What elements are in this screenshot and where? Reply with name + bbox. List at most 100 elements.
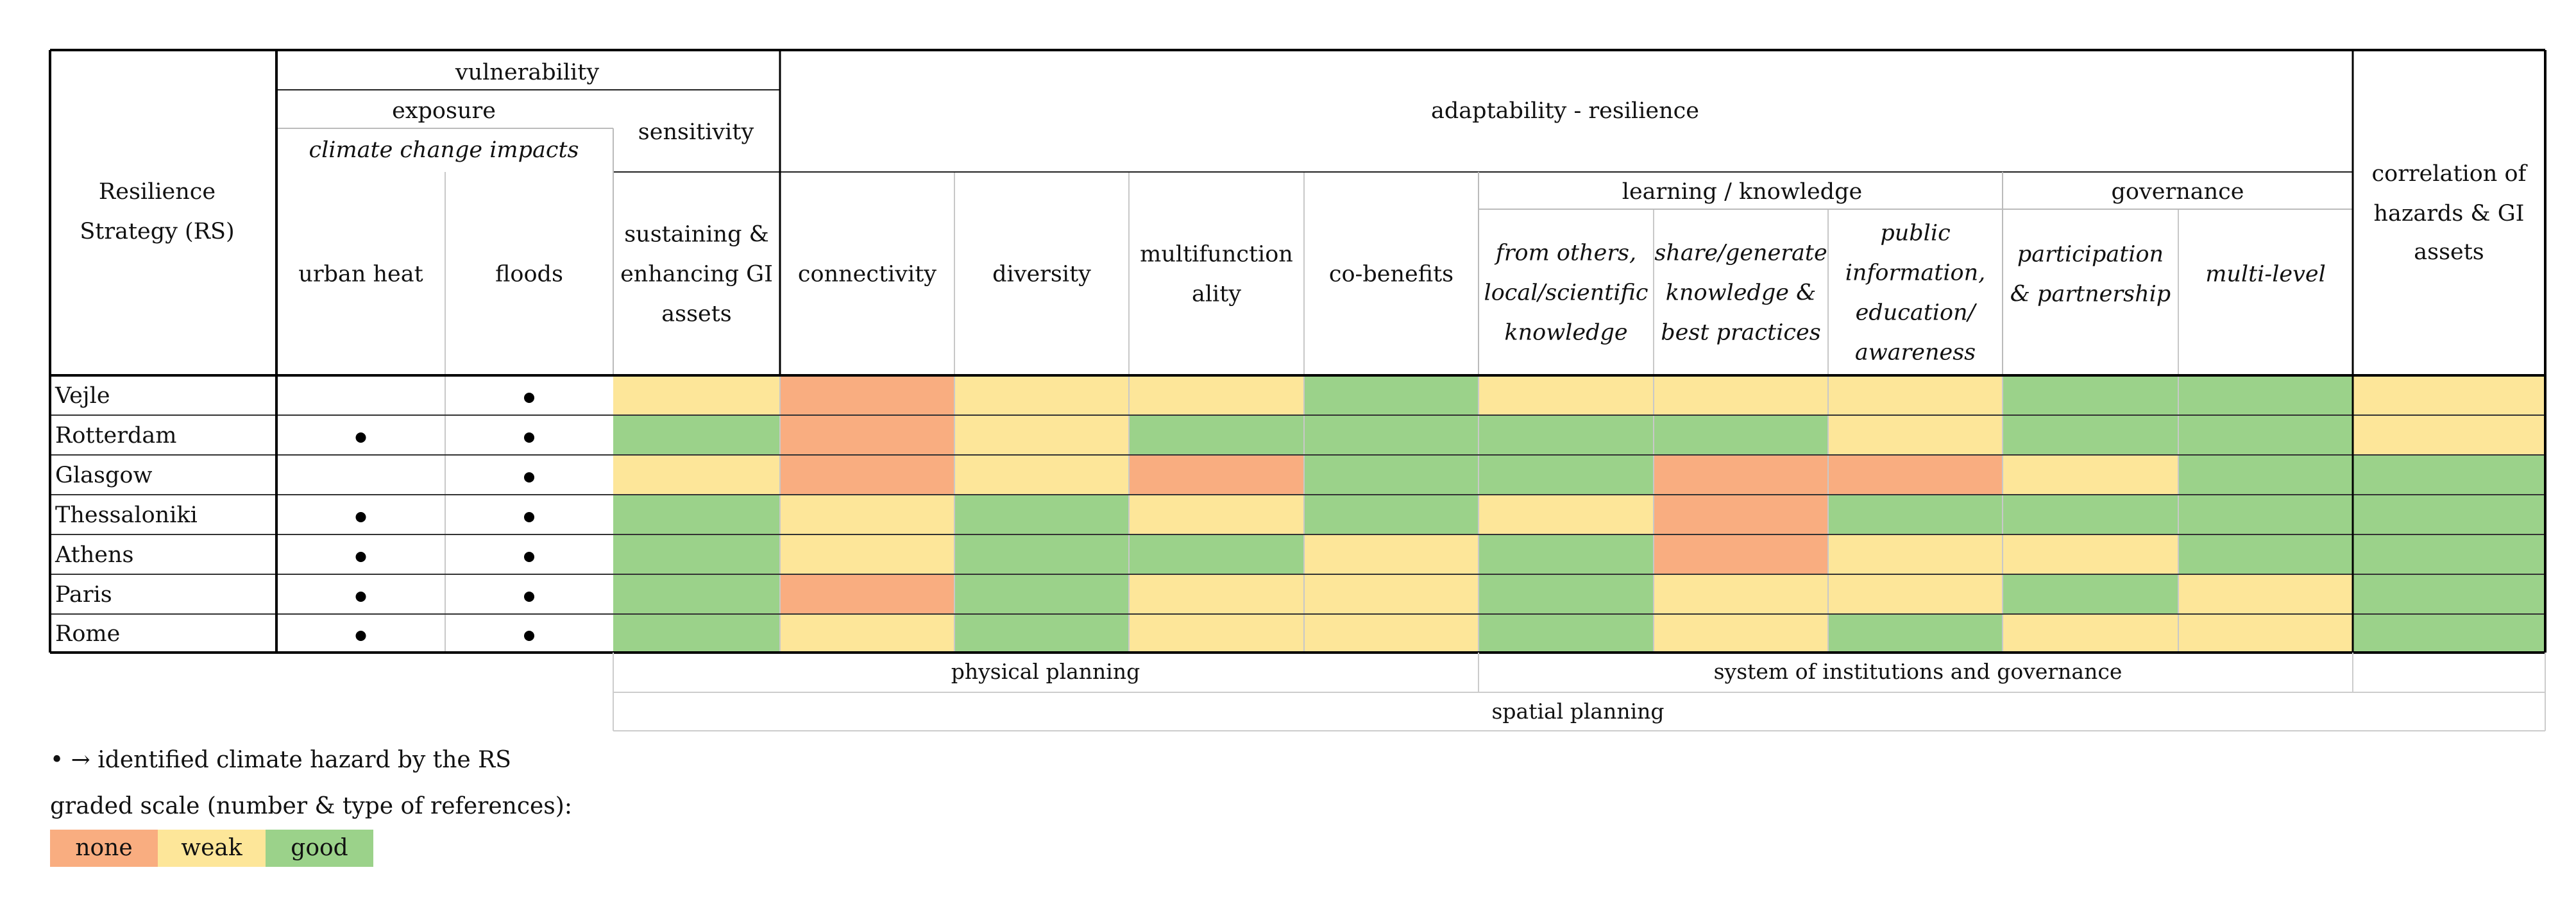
adaptability-header: adaptability - resilience xyxy=(1431,98,1699,124)
grade-cell-rotterdam-1 xyxy=(780,415,954,455)
grade-cell-rome-8 xyxy=(2003,614,2178,653)
grade-cell-paris-6 xyxy=(1654,574,1828,614)
grade-cell-vejle-8 xyxy=(2003,375,2178,415)
col-header-floods-line-0: floods xyxy=(495,262,563,287)
grade-cell-rotterdam-6 xyxy=(1654,415,1828,455)
grade-cell-paris-9 xyxy=(2178,574,2353,614)
col-header-public_info-line-3: awareness xyxy=(1855,340,1976,366)
col-header-participation-line-1: & partnership xyxy=(2010,282,2171,307)
col-header-from_others-line-1: local/scientific xyxy=(1484,280,1648,306)
exposure-header: exposure xyxy=(392,98,496,124)
learning-knowledge-header: learning / knowledge xyxy=(1622,179,1862,205)
grade-cell-rotterdam-3 xyxy=(1129,415,1304,455)
grade-cell-athens-0 xyxy=(613,534,780,574)
climate-change-impacts-header: climate change impacts xyxy=(309,137,579,163)
row-label-glasgow: Glasgow xyxy=(55,463,152,488)
swatch-weak: weak xyxy=(158,830,266,867)
row-header-line-2: Strategy (RS) xyxy=(80,219,234,244)
grade-cell-thessaloniki-6 xyxy=(1654,495,1828,534)
col-header-sustaining-line-0: sustaining & xyxy=(624,222,769,248)
col-header-multifunctionality-line-0: multifunction xyxy=(1140,242,1293,268)
hazard-dot-urban-heat-rome xyxy=(355,631,366,641)
grade-cell-glasgow-6 xyxy=(1654,455,1828,495)
grade-cell-thessaloniki-7 xyxy=(1828,495,2003,534)
grade-cell-vejle-1 xyxy=(780,375,954,415)
sensitivity-header: sensitivity xyxy=(638,119,754,145)
grade-cell-rome-3 xyxy=(1129,614,1304,653)
grade-cell-glasgow-7 xyxy=(1828,455,2003,495)
col-header-sustaining-line-1: enhancing GI xyxy=(620,262,773,287)
grade-cell-rotterdam-10 xyxy=(2353,415,2545,455)
grade-cell-thessaloniki-5 xyxy=(1479,495,1654,534)
vulnerability-header: vulnerability xyxy=(455,60,599,85)
grade-cell-rotterdam-0 xyxy=(613,415,780,455)
grade-cell-athens-9 xyxy=(2178,534,2353,574)
col-header-public_info-line-1: information, xyxy=(1845,261,1986,286)
hazard-dot-floods-athens xyxy=(524,552,534,562)
row-label-rotterdam: Rotterdam xyxy=(55,423,176,448)
grade-cell-rome-7 xyxy=(1828,614,2003,653)
legend: • → identified climate hazard by the RS … xyxy=(50,741,572,867)
grade-cell-paris-10 xyxy=(2353,574,2545,614)
grade-cell-rome-2 xyxy=(954,614,1129,653)
grade-cell-glasgow-10 xyxy=(2353,455,2545,495)
col-header-sustaining-line-2: assets xyxy=(661,302,732,327)
grade-cell-rome-5 xyxy=(1479,614,1654,653)
grade-cell-athens-3 xyxy=(1129,534,1304,574)
grade-cell-rome-1 xyxy=(780,614,954,653)
hazard-dot-floods-thessaloniki xyxy=(524,512,534,522)
grade-cell-rotterdam-4 xyxy=(1304,415,1479,455)
grade-cell-paris-8 xyxy=(2003,574,2178,614)
grade-cell-glasgow-3 xyxy=(1129,455,1304,495)
hazard-note: • → identified climate hazard by the RS xyxy=(50,747,511,773)
col-header-from_others-line-0: from others, xyxy=(1494,241,1636,266)
scale-swatches: none weak good xyxy=(50,830,572,867)
col-header-diversity-line-0: diversity xyxy=(992,262,1091,287)
grade-cell-rome-6 xyxy=(1654,614,1828,653)
grade-cells xyxy=(613,375,2545,653)
grade-cell-rome-0 xyxy=(613,614,780,653)
col-header-multifunctionality-line-1: ality xyxy=(1192,282,1241,307)
column-and-row-text: urban heat floods sustaining & enhancing GI… xyxy=(55,221,2326,647)
governance-header: governance xyxy=(2112,179,2244,205)
grade-cell-thessaloniki-2 xyxy=(954,495,1129,534)
grade-cell-paris-5 xyxy=(1479,574,1654,614)
hazard-dot-urban-heat-rotterdam xyxy=(355,432,366,443)
col-header-multi_level-line-0: multi-level xyxy=(2205,262,2326,287)
band-physical-planning: physical planning xyxy=(951,659,1140,684)
hazard-dot-urban-heat-thessaloniki xyxy=(355,512,366,522)
grade-cell-vejle-3 xyxy=(1129,375,1304,415)
grade-cell-athens-1 xyxy=(780,534,954,574)
band-institutions-governance: system of institutions and governance xyxy=(1714,659,2123,684)
grade-cell-paris-2 xyxy=(954,574,1129,614)
hazard-dot-floods-rome xyxy=(524,631,534,641)
col-header-share_generate-line-2: best practices xyxy=(1661,320,1820,346)
swatch-none: none xyxy=(50,830,158,867)
grade-cell-athens-7 xyxy=(1828,534,2003,574)
grade-cell-vejle-2 xyxy=(954,375,1129,415)
grade-cell-glasgow-9 xyxy=(2178,455,2353,495)
grade-cell-athens-6 xyxy=(1654,534,1828,574)
grade-cell-glasgow-2 xyxy=(954,455,1129,495)
hazard-dot-floods-glasgow xyxy=(524,472,534,483)
grade-cell-paris-1 xyxy=(780,574,954,614)
col-header-co_benefits-line-0: co-benefits xyxy=(1329,262,1453,287)
grade-cell-glasgow-4 xyxy=(1304,455,1479,495)
grade-cell-paris-0 xyxy=(613,574,780,614)
grade-cell-rotterdam-2 xyxy=(954,415,1129,455)
table-text: Resilience Strategy (RS) vulnerability e… xyxy=(80,60,2528,724)
grade-cell-vejle-10 xyxy=(2353,375,2545,415)
grade-cell-thessaloniki-4 xyxy=(1304,495,1479,534)
col-header-urban_heat-line-0: urban heat xyxy=(298,262,423,287)
grade-cell-vejle-6 xyxy=(1654,375,1828,415)
row-label-vejle: Vejle xyxy=(55,383,110,409)
grade-cell-athens-8 xyxy=(2003,534,2178,574)
grade-cell-athens-4 xyxy=(1304,534,1479,574)
grade-cell-vejle-4 xyxy=(1304,375,1479,415)
grade-cell-thessaloniki-3 xyxy=(1129,495,1304,534)
correlation-header-line-1: correlation of xyxy=(2372,161,2529,187)
grade-cell-rome-10 xyxy=(2353,614,2545,653)
grade-cell-rotterdam-5 xyxy=(1479,415,1654,455)
col-header-share_generate-line-1: knowledge & xyxy=(1666,280,1817,306)
scale-title: graded scale (number & type of reference… xyxy=(50,793,572,819)
